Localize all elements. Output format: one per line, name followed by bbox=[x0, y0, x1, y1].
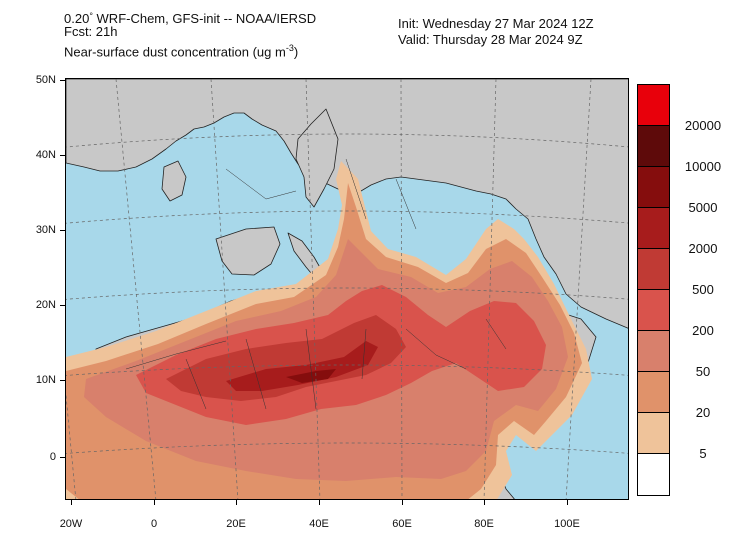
meridian-100e bbox=[565, 79, 592, 499]
dust-level-5000 bbox=[286, 369, 336, 383]
meridian-20e bbox=[210, 79, 239, 499]
border-north-africa bbox=[125, 328, 367, 410]
colorbar-label-200: 200 bbox=[692, 323, 714, 338]
colorbar-label-50: 50 bbox=[695, 364, 711, 379]
init-time: Init: Wednesday 27 Mar 2024 12Z bbox=[398, 16, 594, 31]
colorbar-label-20: 20 bbox=[695, 405, 711, 420]
colorbar-label-20000: 20000 bbox=[684, 118, 722, 133]
colorbar-swatch bbox=[638, 85, 669, 126]
parallel-20n bbox=[66, 287, 628, 300]
valid-time: Valid: Thursday 28 Mar 2024 9Z bbox=[398, 32, 583, 47]
lon-tick bbox=[154, 500, 155, 505]
colorbar-swatch bbox=[638, 331, 669, 372]
forecast-hour: Fcst: 21h bbox=[64, 24, 118, 39]
lon-label-60e: 60E bbox=[392, 518, 412, 530]
country-borders bbox=[125, 158, 507, 410]
parallel-40n bbox=[66, 133, 628, 148]
lon-tick bbox=[71, 500, 72, 505]
landmass-iberia bbox=[215, 226, 281, 276]
graticule bbox=[66, 79, 628, 499]
landmass-britain bbox=[161, 160, 187, 202]
lon-tick bbox=[402, 500, 403, 505]
lon-tick bbox=[319, 500, 320, 505]
colorbar-swatch bbox=[638, 167, 669, 208]
colorbar-swatch bbox=[638, 290, 669, 331]
landmass-scandinavia bbox=[295, 108, 339, 208]
lat-tick bbox=[60, 380, 65, 381]
lat-label-20n: 20N bbox=[35, 299, 56, 311]
map-header-left: 0.20° WRF-Chem, GFS-init -- NOAA/IERSD F… bbox=[64, 8, 317, 60]
dust-map bbox=[65, 78, 629, 500]
meridian-0 bbox=[115, 79, 157, 499]
parallel-0 bbox=[66, 442, 628, 454]
colorbar-label-5: 5 bbox=[699, 446, 707, 461]
colorbar bbox=[637, 84, 670, 496]
border-europe bbox=[225, 158, 417, 230]
lon-label-40e: 40E bbox=[309, 518, 329, 530]
colorbar-swatch bbox=[638, 208, 669, 249]
dust-level-2000 bbox=[226, 341, 378, 391]
colorbar-swatch bbox=[638, 249, 669, 290]
lat-tick bbox=[60, 457, 65, 458]
parallel-30n bbox=[66, 210, 628, 224]
lat-label-10n: 10N bbox=[35, 374, 56, 386]
lat-label-0: 0 bbox=[49, 451, 56, 463]
colorbar-swatch bbox=[638, 372, 669, 413]
colorbar-label-2000: 2000 bbox=[688, 241, 718, 256]
lon-tick bbox=[484, 500, 485, 505]
colorbar-swatch bbox=[638, 454, 669, 495]
parallel-10n bbox=[66, 364, 628, 376]
meridian-80e bbox=[483, 79, 497, 499]
dust-level-500 bbox=[166, 315, 406, 401]
lon-label-20e: 20E bbox=[226, 518, 246, 530]
model-title: 0.20° WRF-Chem, GFS-init -- NOAA/IERSD bbox=[64, 11, 317, 26]
lat-tick bbox=[60, 230, 65, 231]
colorbar-label-500: 500 bbox=[692, 282, 714, 297]
meridian-40e bbox=[305, 79, 321, 499]
border-middle-east bbox=[405, 318, 507, 370]
lon-label-80e: 80E bbox=[474, 518, 494, 530]
dust-plume bbox=[66, 161, 592, 499]
lat-label-40n: 40N bbox=[35, 149, 56, 161]
lat-label-50n: 50N bbox=[35, 74, 56, 86]
lat-label-30n: 30N bbox=[35, 224, 56, 236]
lon-label-20w: 20W bbox=[59, 518, 83, 530]
colorbar-label-5000: 5000 bbox=[688, 200, 718, 215]
meridian-60e bbox=[400, 79, 403, 499]
colorbar-swatch bbox=[638, 413, 669, 454]
colorbar-swatch bbox=[638, 126, 669, 167]
map-canvas bbox=[66, 79, 628, 499]
lon-label-100e: 100E bbox=[554, 518, 580, 530]
lon-tick bbox=[236, 500, 237, 505]
lon-tick bbox=[567, 500, 568, 505]
lat-tick bbox=[60, 305, 65, 306]
map-header-right: Init: Wednesday 27 Mar 2024 12Z Valid: T… bbox=[398, 16, 594, 48]
variable-title: Near-surface dust concentration (ug m-3) bbox=[64, 43, 299, 60]
lon-label-0: 0 bbox=[150, 518, 158, 530]
colorbar-label-10000: 10000 bbox=[684, 159, 722, 174]
lat-tick bbox=[60, 155, 65, 156]
lat-tick bbox=[60, 80, 65, 81]
